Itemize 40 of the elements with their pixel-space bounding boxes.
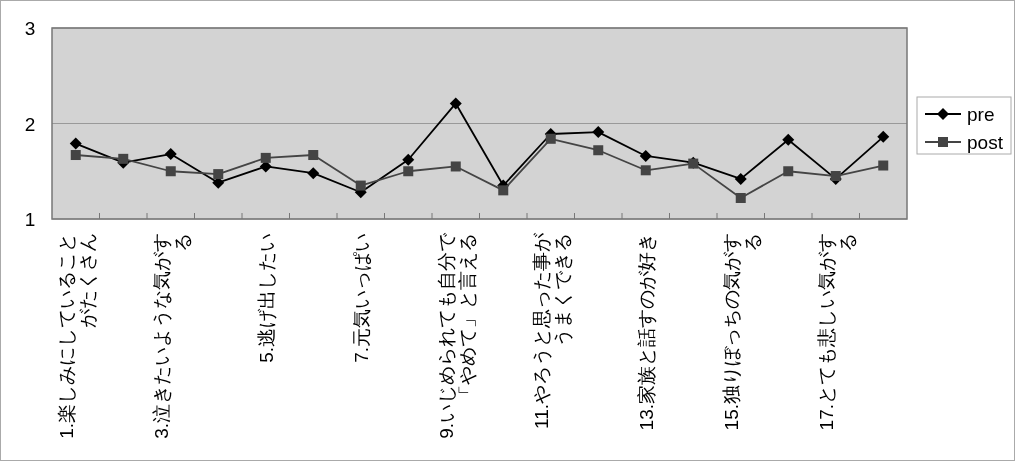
- point: [449, 97, 462, 110]
- point: [308, 150, 319, 161]
- x-tick-label: 3.泣きたいような気がする: [150, 233, 193, 439]
- point: [260, 152, 271, 163]
- point: [640, 165, 651, 176]
- point: [69, 137, 82, 150]
- point: [593, 145, 604, 156]
- point: [592, 126, 605, 139]
- point: [545, 133, 556, 144]
- point: [878, 160, 889, 171]
- point: [450, 161, 461, 172]
- point: [498, 185, 509, 196]
- y-tick-label: 3: [24, 18, 36, 39]
- x-tick-label: 13.家族と話すのが好き: [635, 233, 657, 431]
- point: [735, 192, 746, 203]
- legend-label: pre: [967, 104, 995, 125]
- point: [70, 150, 81, 161]
- x-tick-label: 17.とても悲しい気がする: [815, 233, 858, 431]
- x-tick-label: 11.やろうと思った事がうまくできる: [530, 232, 573, 430]
- legend-label: post: [967, 132, 1004, 153]
- point: [877, 130, 890, 143]
- point: [213, 169, 224, 180]
- x-tick-label: 7.元気いっぱい: [350, 233, 372, 363]
- point: [639, 149, 652, 162]
- point: [355, 180, 366, 191]
- x-tick-label: 9.いじめられても自分で「やめて」と言える: [435, 232, 478, 439]
- point: [307, 167, 320, 180]
- point: [165, 166, 176, 177]
- y-tick-label: 2: [24, 113, 36, 135]
- point: [782, 133, 795, 146]
- x-tick-label: 15.独りぼっちの気がする: [720, 233, 763, 431]
- point: [403, 166, 414, 177]
- point: [118, 153, 129, 164]
- y-tick-label: 1: [24, 209, 36, 230]
- point: [734, 172, 747, 185]
- point: [402, 153, 415, 166]
- x-tick-label: 1.楽しみにしていることがたくさん: [55, 233, 98, 439]
- x-tick-label: 5.逃げ出したい: [255, 233, 277, 363]
- point: [783, 166, 794, 177]
- point: [164, 148, 177, 161]
